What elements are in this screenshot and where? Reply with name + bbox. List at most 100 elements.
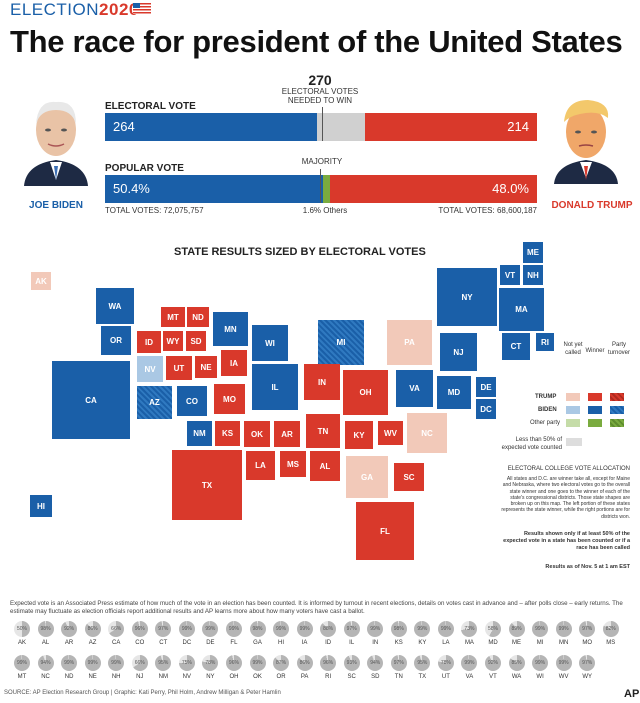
expected-pie-state: NJ [136, 674, 144, 680]
others-share: 1.6% Others [302, 206, 348, 215]
expected-pie-ga: 98% GA [249, 621, 267, 646]
expected-pie-value: 73% [461, 621, 478, 637]
expected-pie-state: AZ [88, 640, 97, 646]
expected-pie-state: NH [111, 674, 121, 680]
expected-pie-state: CA [112, 640, 121, 646]
expected-pie-ok: 99% OK [249, 655, 267, 680]
expected-pie-value: 78% [437, 655, 454, 671]
expected-pie-state: TX [418, 674, 427, 680]
expected-pie-value: 99% [555, 655, 572, 671]
expected-pie-value: 92% [61, 621, 78, 637]
expected-pie-value: 99% [437, 621, 454, 637]
popular-rep-bar [329, 175, 537, 203]
expected-pie-value: 95% [414, 655, 431, 671]
threshold-label-line1: ELECTORAL VOTES [281, 87, 359, 96]
electoral-dem-value: 264 [113, 119, 135, 134]
expected-pie-state: MN [558, 640, 569, 646]
electoral-bar: 264 214 [105, 107, 537, 141]
expected-pie-al: 98% AL [37, 621, 55, 646]
flag-icon [133, 3, 151, 14]
legend-key-trump-notcalled [566, 393, 580, 401]
expected-pie-state: NM [158, 674, 168, 680]
expected-pie-nc: 94% NC [37, 655, 55, 680]
expected-pie-value: 99% [178, 621, 195, 637]
expected-pie-dc: 99% DC [178, 621, 196, 646]
expected-pie-value: 94% [37, 655, 54, 671]
expected-pie-state: MO [582, 640, 593, 646]
expected-pie-state: MA [464, 640, 474, 646]
expected-pie-state: OR [276, 674, 286, 680]
expected-pie-wa: 85% WA [508, 655, 526, 680]
expected-pie-il: 97% IL [343, 621, 361, 646]
expected-pie-ca: 66% CA [107, 621, 125, 646]
expected-pie-oh: 96% OH [225, 655, 243, 680]
expected-pie-value: 96% [225, 655, 242, 671]
expected-pie-state: NC [41, 674, 50, 680]
election-brand: ELECTION2020 [10, 0, 139, 20]
expected-pie-state: ID [325, 640, 332, 646]
expected-pie-value: 92% [485, 655, 501, 671]
expected-pie-value: 99% [273, 621, 290, 637]
electoral-label: ELECTORAL VOTE [105, 101, 196, 112]
expected-pie-ks: 98% KS [390, 621, 408, 646]
expected-pie-state: AK [17, 640, 26, 646]
expected-pie-state: WA [511, 674, 522, 680]
expected-pie-value: 97% [343, 621, 360, 637]
expected-pie-value: 89% [508, 621, 525, 637]
expected-pie-value: 98% [249, 621, 266, 637]
expected-pie-value: 97% [155, 621, 172, 637]
expected-pie-value: 86% [84, 621, 101, 637]
expected-pie-value: 58% [485, 621, 501, 637]
legend-trump: TRUMP [535, 394, 557, 400]
expected-pie-state: FL [230, 640, 238, 646]
expected-pie-fl: 99% FL [225, 621, 243, 646]
expected-pie-md: 58% MD [484, 621, 502, 646]
expected-pie-wv: 99% WV [555, 655, 573, 680]
expected-pie-in: 99% IN [366, 621, 384, 646]
expected-pie-value: 96% [320, 655, 337, 671]
ap-logo: AP [624, 688, 640, 700]
expected-pie-state: UT [441, 674, 450, 680]
popular-dem-bar [105, 175, 323, 203]
expected-pie-state: DC [182, 640, 192, 646]
expected-pie-mn: 99% MN [555, 621, 573, 646]
legend-key-biden-notcalled [566, 406, 580, 414]
biden-name: JOE BIDEN [29, 200, 83, 211]
expected-pie-state: WI [536, 674, 544, 680]
legend-key-trump-winner [588, 393, 602, 401]
expected-pie-mi: 99% MI [531, 621, 549, 646]
expected-pie-value: 86% [296, 655, 313, 671]
expected-pie-az: 86% AZ [84, 621, 102, 646]
expected-pie-ri: 96% RI [319, 655, 337, 680]
popular-dem-value: 50.4% [113, 181, 150, 196]
expected-pie-wi: 99% WI [531, 655, 549, 680]
expected-pie-state: NY [206, 674, 215, 680]
expected-pie-state: OK [253, 674, 262, 680]
expected-pie-value: 99% [414, 621, 431, 637]
expected-pie-tx: 95% TX [413, 655, 431, 680]
expected-pie-state: MS [606, 640, 616, 646]
expected-pie-value: 97% [579, 655, 596, 671]
expected-pie-value: 85% [508, 655, 525, 671]
expected-pie-state: IN [372, 640, 379, 646]
electoral-dem-bar [105, 113, 317, 141]
expected-pie-state: IL [349, 640, 355, 646]
expected-pie-ut: 78% UT [437, 655, 455, 680]
expected-pie-value: 99% [61, 655, 78, 671]
biden-portrait [24, 101, 88, 186]
legend-party-turnover: Party turnover [607, 342, 630, 356]
expected-pie-nm: 95% NM [154, 655, 172, 680]
expected-pie-mt: 99% MT [13, 655, 31, 680]
dem-total-votes: TOTAL VOTES: 72,075,757 [105, 206, 204, 215]
expected-pie-state: ND [64, 674, 74, 680]
expected-pie-state: CO [135, 640, 145, 646]
threshold-label-line2: NEEDED TO WIN [287, 96, 353, 106]
expected-pie-value: 82% [602, 621, 619, 637]
expected-pie-ak: 50% AK [13, 621, 31, 646]
legend-key-less-than-50 [566, 438, 582, 446]
expected-pie-value: 99% [225, 621, 242, 637]
brand-year: 2020 [99, 0, 139, 19]
brand-prefix: ELECTION [10, 0, 100, 19]
legend-key-other-winner [588, 419, 602, 427]
expected-pie-ne: 99% NE [84, 655, 102, 680]
